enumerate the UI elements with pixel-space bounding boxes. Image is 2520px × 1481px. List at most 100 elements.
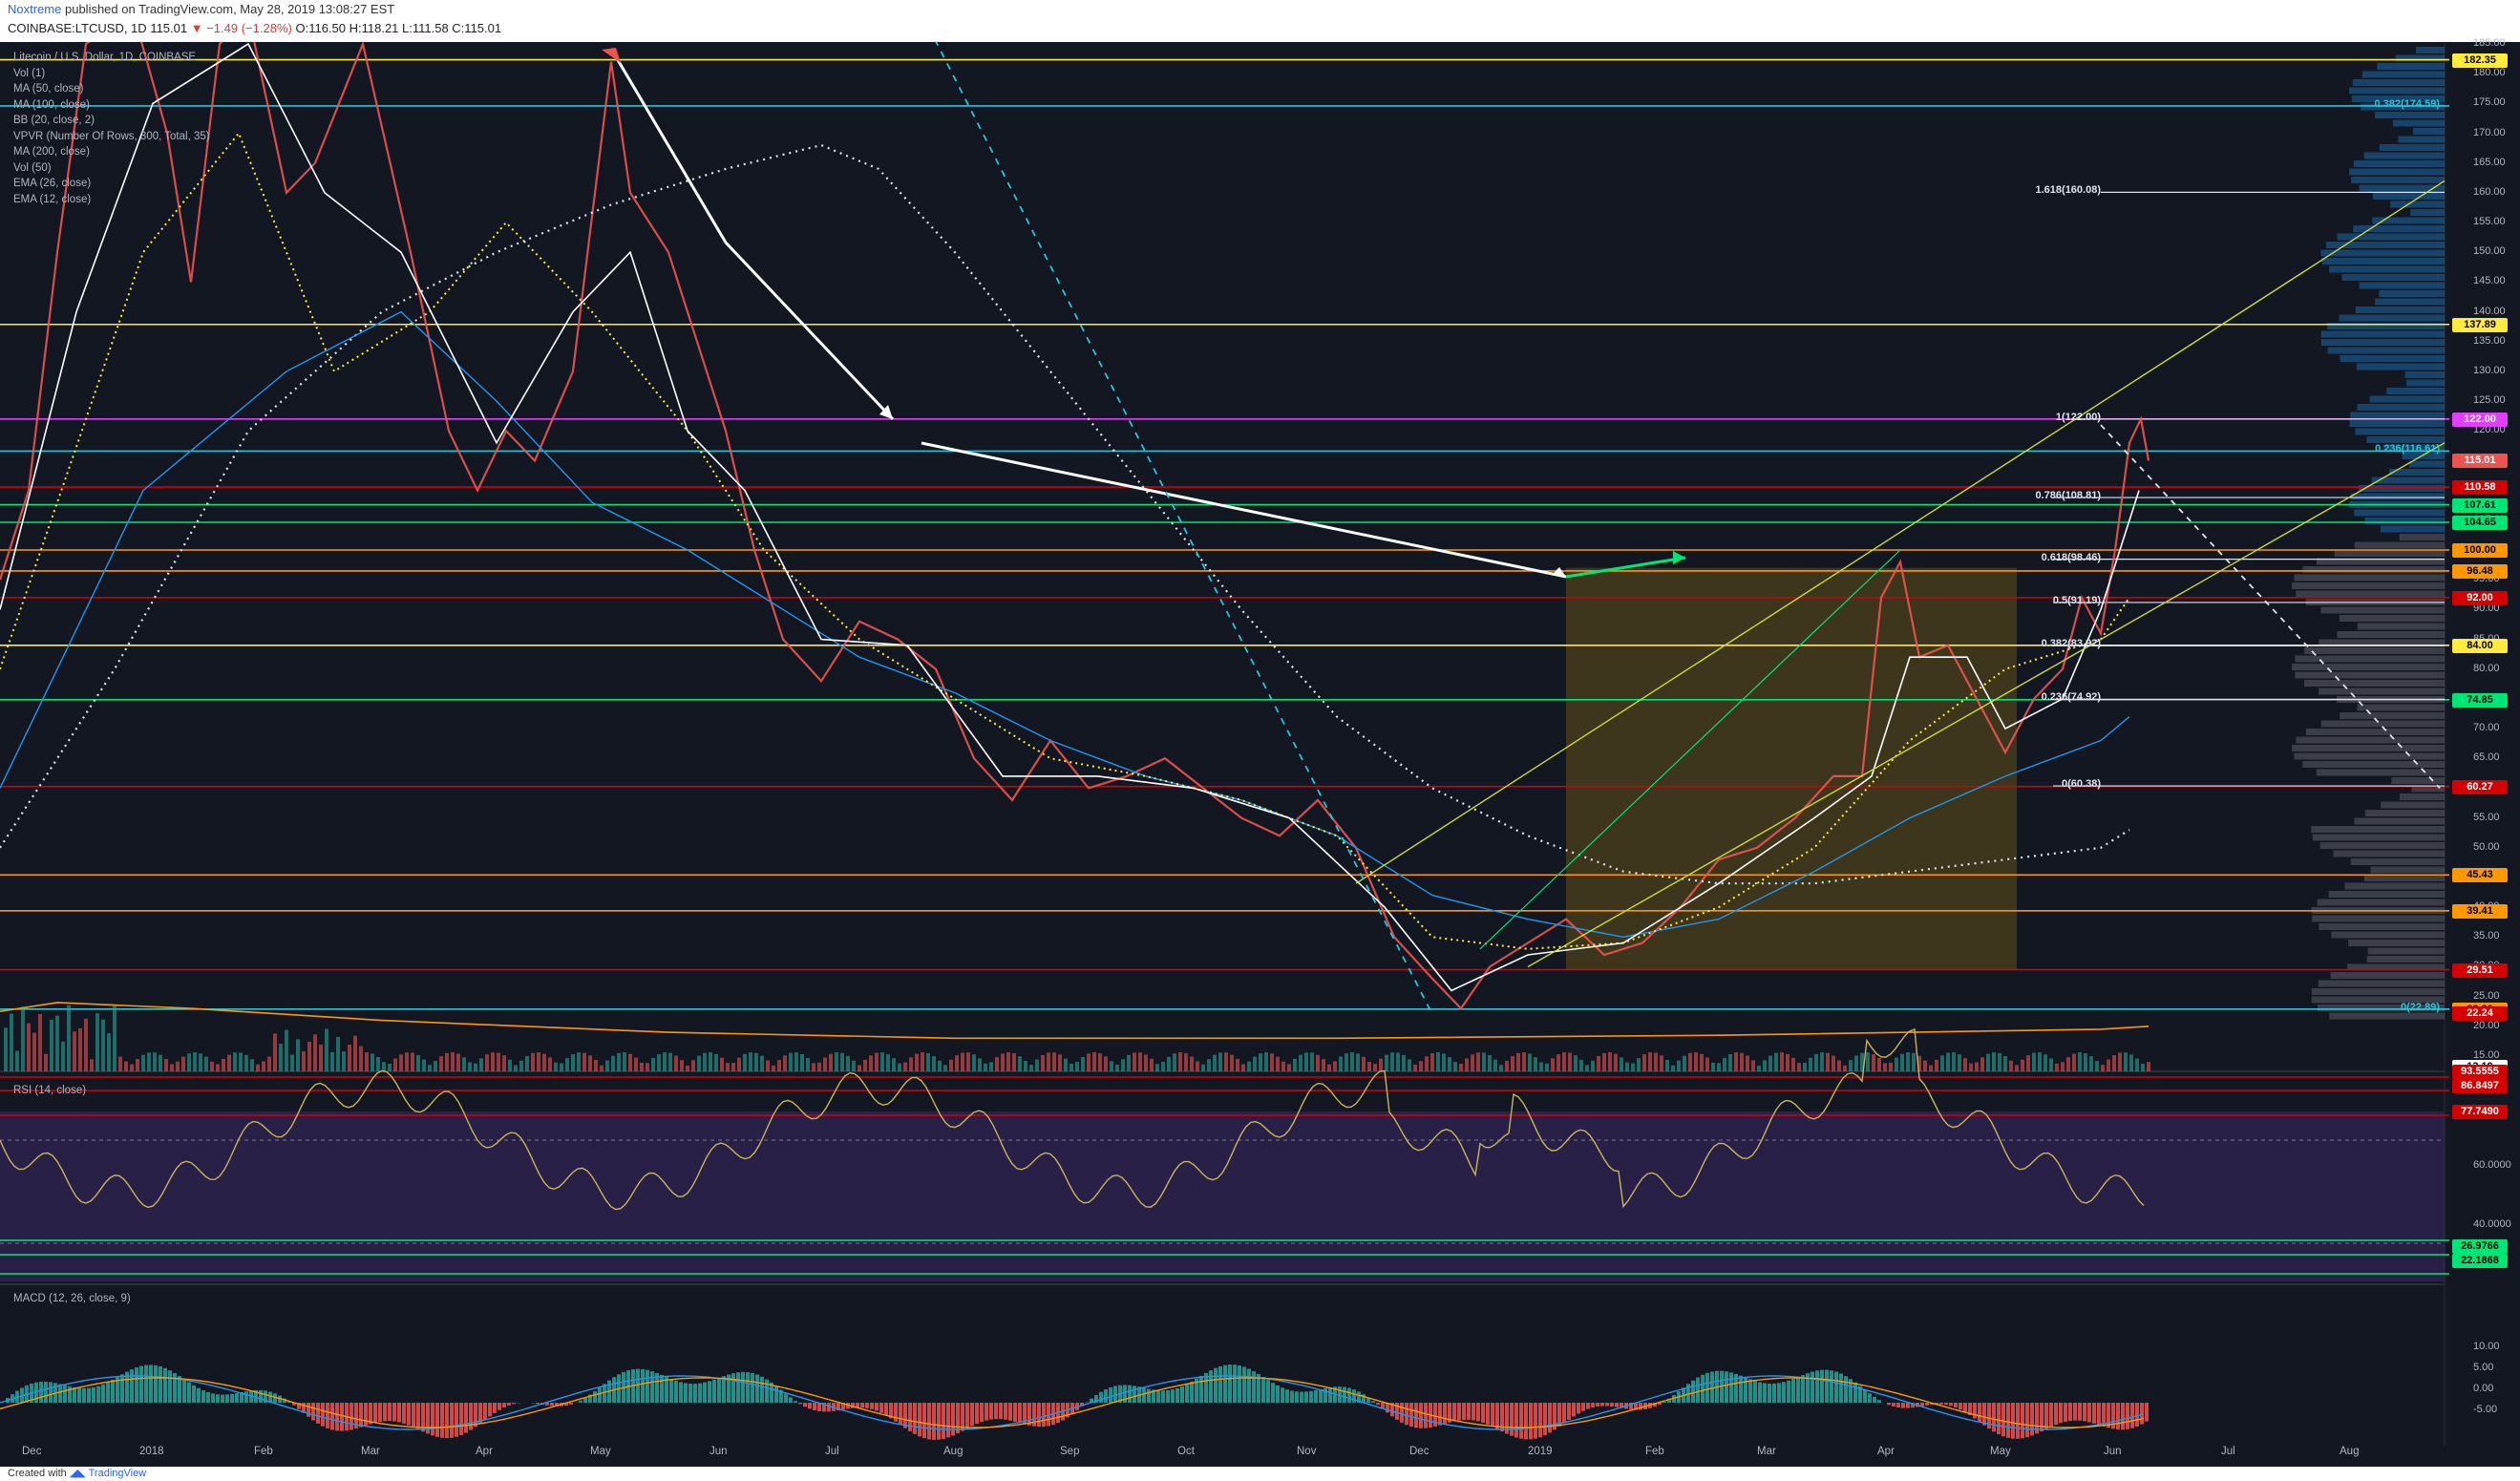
volume-bar [336, 1036, 340, 1071]
chart-area[interactable]: Litecoin / U.S. Dollar, 1D, COINBASE Vol… [0, 37, 2520, 1467]
volume-bar [829, 1053, 833, 1071]
vpvr-bar [2402, 453, 2445, 459]
macd-histogram-bar [1758, 1382, 1762, 1403]
macd-histogram-bar [770, 1382, 773, 1403]
macd-axis-label: 5.00 [2473, 1362, 2494, 1373]
macd-histogram-bar [1419, 1403, 1423, 1428]
macd-histogram-bar [464, 1403, 468, 1433]
volume-bar [1356, 1053, 1360, 1071]
vpvr-bar [2339, 615, 2445, 622]
volume-bar [359, 1046, 363, 1071]
trend-arrow [724, 241, 895, 421]
vpvr-bar [2305, 729, 2445, 735]
macd-histogram-bar [674, 1380, 678, 1403]
macd-histogram-bar [283, 1398, 286, 1403]
volume-bar [2026, 1055, 2030, 1071]
macd-histogram-bar [2087, 1403, 2091, 1423]
macd-histogram-bar [316, 1403, 320, 1424]
indicator-item[interactable]: EMA (26, close) [13, 178, 92, 189]
vpvr-bar [2354, 817, 2445, 825]
indicator-item[interactable]: Vol (1) [13, 67, 46, 79]
vpvr-bar [2398, 136, 2445, 143]
macd-histogram-bar [717, 1377, 721, 1403]
indicator-item[interactable]: MA (200, close) [13, 146, 90, 158]
ohlc-values: O:116.50 H:118.21 L:111.58 C:115.01 [295, 21, 502, 35]
vpvr-bar [2304, 647, 2445, 654]
macd-histogram-bar [1581, 1403, 1585, 1411]
volume-bar [451, 1052, 455, 1071]
macd-histogram-bar [550, 1403, 554, 1407]
volume-bar [491, 1052, 495, 1071]
macd-histogram-bar [1772, 1383, 1776, 1403]
macd-line [0, 1375, 2145, 1430]
indicator-item[interactable]: EMA (12, close) [13, 193, 92, 205]
macd-histogram-bar [956, 1403, 960, 1434]
volume-bar [1241, 1064, 1245, 1071]
macd-histogram-bar [1409, 1403, 1413, 1428]
macd-histogram-bar [1896, 1403, 1900, 1408]
macd-histogram-bar [679, 1382, 683, 1403]
macd-label[interactable]: MACD (12, 26, close, 9) [13, 1293, 131, 1304]
macd-histogram-bar [1691, 1380, 1695, 1403]
macd-histogram-bar [1123, 1385, 1127, 1403]
chart-canvas[interactable] [0, 42, 2520, 1467]
macd-histogram-bar [1390, 1403, 1394, 1417]
macd-histogram-bar [1257, 1373, 1260, 1403]
macd-histogram-bar [1190, 1381, 1194, 1403]
volume-bar [210, 1061, 214, 1071]
volume-bar [800, 1053, 804, 1071]
macd-histogram-bar [1514, 1403, 1518, 1438]
price-tag: 60.27 [2452, 779, 2508, 794]
macd-histogram-bar [1090, 1398, 1093, 1403]
volume-bar [1516, 1052, 1520, 1071]
price-axis-label: 140.00 [2473, 305, 2506, 317]
macd-histogram-bar [1414, 1403, 1418, 1428]
volume-bar [388, 1063, 392, 1071]
volume-bar [1608, 1052, 1612, 1071]
indicator-item[interactable]: MA (50, close) [13, 83, 84, 95]
vpvr-bar [2372, 193, 2445, 200]
macd-histogram-bar [918, 1403, 921, 1437]
volume-bar [1734, 1052, 1738, 1071]
tradingview-logo-icon[interactable]: ◢◣ [69, 1468, 86, 1479]
price-tag: 45.43 [2452, 868, 2508, 883]
indicator-item[interactable]: Litecoin / U.S. Dollar, 1D, COINBASE [13, 52, 197, 63]
publish-info: Noxtreme published on TradingView.com, M… [8, 2, 394, 16]
volume-bar [1493, 1059, 1497, 1071]
macd-histogram-bar [1944, 1403, 1948, 1406]
indicator-item[interactable]: BB (20, close, 2) [13, 115, 95, 126]
tradingview-brand[interactable]: TradingView [88, 1468, 147, 1479]
volume-bar [1419, 1061, 1423, 1071]
indicator-item[interactable]: MA (100, close) [13, 98, 90, 111]
macd-histogram-bar [1534, 1403, 1537, 1439]
macd-histogram-bar [946, 1403, 950, 1438]
volume-bar [1385, 1054, 1388, 1071]
macd-histogram-bar [1424, 1403, 1428, 1428]
volume-bar [1969, 1063, 1973, 1071]
volume-bar [2072, 1053, 2076, 1071]
vpvr-bar [2359, 282, 2445, 289]
volume-bar [1069, 1064, 1073, 1071]
macd-histogram-bar [536, 1403, 540, 1405]
volume-bar [1327, 1064, 1331, 1071]
fib-label: 0.382(83.92) [2041, 638, 2101, 650]
volume-bar [961, 1052, 964, 1071]
volume-bar [428, 1065, 432, 1071]
time-axis-label: Sep [1060, 1446, 1080, 1457]
volume-bar [1098, 1053, 1102, 1071]
macd-histogram-bar [82, 1387, 86, 1403]
macd-histogram-bar [712, 1379, 716, 1403]
macd-histogram-bar [1281, 1387, 1284, 1403]
publisher-link[interactable]: Noxtreme [8, 2, 62, 16]
indicator-item[interactable]: VPVR (Number Of Rows, 300, Total, 35) [13, 130, 210, 142]
indicator-item[interactable]: Vol (50) [13, 161, 52, 174]
volume-bar [1270, 1053, 1274, 1071]
macd-histogram-bar [703, 1382, 707, 1403]
volume-bar [1465, 1058, 1469, 1071]
volume-bar [1345, 1053, 1348, 1071]
volume-bar [903, 1062, 907, 1071]
volume-bar [709, 1052, 712, 1071]
macd-histogram-bar [474, 1403, 477, 1428]
created-with-text: Created with [8, 1468, 67, 1479]
rsi-label[interactable]: RSI (14, close) [13, 1085, 87, 1096]
